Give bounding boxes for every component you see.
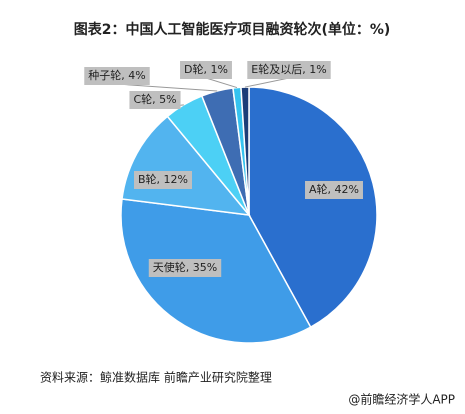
data-label: E轮及以后, 1% — [251, 62, 326, 76]
label-bg — [148, 259, 222, 277]
data-label: D轮, 1% — [184, 62, 228, 76]
label-bg — [129, 91, 181, 109]
leader-line — [244, 77, 290, 88]
data-label: C轮, 5% — [133, 92, 176, 106]
footer: @前瞻经济学人APP — [348, 392, 455, 407]
pie-slice — [121, 115, 251, 216]
label-bg — [305, 181, 363, 199]
leader-line — [116, 83, 218, 92]
label-bg — [84, 67, 150, 85]
pie-slice — [248, 86, 378, 329]
label-bg — [247, 61, 331, 79]
data-label: 种子轮, 4% — [88, 68, 145, 82]
label-bg — [134, 171, 192, 189]
label-bg — [180, 61, 232, 79]
source: 资料来源：鲸准数据库 前瞻产业研究院整理 — [40, 370, 272, 385]
data-label: A轮, 42% — [309, 182, 359, 196]
leader-line — [205, 77, 238, 89]
data-label: B轮, 12% — [138, 172, 188, 186]
chart-title: 图表2：中国人工智能医疗项目融资轮次(单位：%) — [74, 21, 391, 38]
data-label: 天使轮, 35% — [153, 260, 217, 274]
